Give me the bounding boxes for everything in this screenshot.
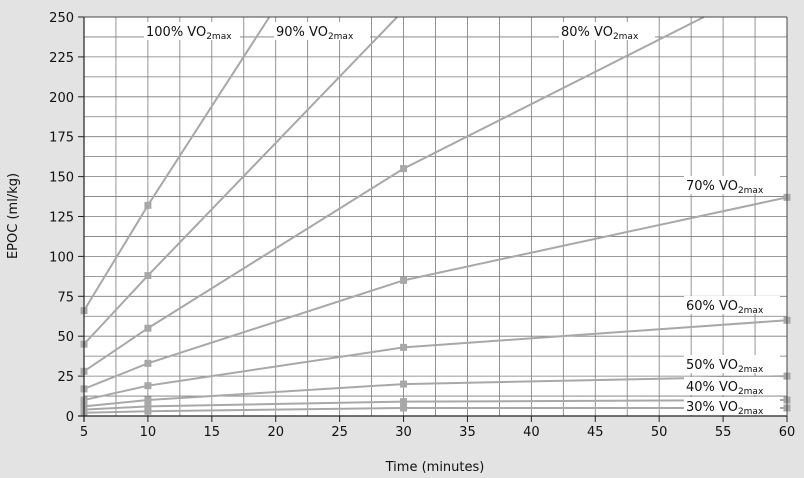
y-tick-label: 200 [49, 91, 74, 106]
y-tick-label: 100 [49, 250, 74, 265]
series-label: 90% VO2max [276, 25, 354, 42]
series-line [83, 399, 788, 411]
x-tick-label: 35 [459, 425, 476, 440]
series-label: 100% VO2max [146, 25, 232, 42]
series-line [83, 196, 788, 390]
series-label: 60% VO2max [686, 299, 764, 316]
series-label: 80% VO2max [561, 25, 639, 42]
series-label-bg [684, 355, 780, 373]
x-tick-label: 5 [80, 425, 88, 440]
data-point-marker [144, 324, 152, 332]
y-tick-label: 0 [66, 410, 74, 425]
series-line [83, 375, 788, 408]
data-point-marker [144, 272, 152, 280]
data-point-marker [144, 201, 152, 209]
x-tick-label: 60 [779, 425, 796, 440]
x-tick-label: 55 [715, 425, 732, 440]
x-tick-label: 25 [331, 425, 348, 440]
grid [83, 16, 788, 417]
series-label-bg [559, 22, 655, 40]
x-tick-label: 30 [395, 425, 412, 440]
series-label-bg [144, 22, 240, 40]
data-point-marker [400, 380, 408, 388]
x-tick-label: 40 [523, 425, 540, 440]
series-line [83, 319, 788, 402]
x-tick-label: 15 [204, 425, 221, 440]
data-point-marker [144, 402, 152, 410]
y-tick-label: 25 [57, 370, 74, 385]
x-axis-title: Time (minutes) [385, 460, 485, 475]
y-tick-label: 250 [49, 11, 74, 26]
data-point-marker [400, 165, 408, 173]
tick-labels: 5 10 15 20 25 30 35 40 45 50 55 60 0 25 50 75 100 125 150 1… [49, 11, 795, 440]
series-label-bg [684, 397, 780, 415]
data-point-marker [144, 382, 152, 390]
data-point-marker [144, 396, 152, 404]
axes [78, 16, 788, 422]
y-tick-label: 175 [49, 131, 74, 146]
x-tick-label: 45 [587, 425, 604, 440]
data-point-marker [400, 276, 408, 284]
series-label-bg [684, 176, 780, 194]
y-tick-label: 225 [49, 51, 74, 66]
data-point-marker [144, 359, 152, 367]
data-point-marker [400, 398, 408, 406]
y-tick-label: 75 [57, 290, 74, 305]
data-point-marker [400, 343, 408, 351]
data-point-marker [400, 404, 408, 412]
y-tick-label: 125 [49, 211, 74, 226]
series-label-bg [684, 296, 780, 314]
series-label: 40% VO2max [686, 380, 764, 397]
series-line [83, 407, 787, 414]
series-label-bg [274, 22, 370, 40]
series-label: 50% VO2max [686, 358, 764, 375]
series-label: 70% VO2max [686, 179, 764, 196]
x-tick-label: 50 [651, 425, 668, 440]
data-point-marker [144, 407, 152, 415]
series-label: 30% VO2max [686, 400, 764, 417]
y-tick-label: 50 [57, 330, 74, 345]
x-tick-label: 10 [140, 425, 157, 440]
series-labels: 100% VO2max 90% VO2max 80% VO2max 70% VO2ma… [144, 22, 780, 417]
series-label-bg [684, 377, 780, 395]
y-axis-title: EPOC (ml/kg) [6, 173, 21, 259]
series-line [83, 16, 705, 373]
x-tick-label: 20 [267, 425, 284, 440]
y-tick-label: 150 [49, 171, 74, 186]
